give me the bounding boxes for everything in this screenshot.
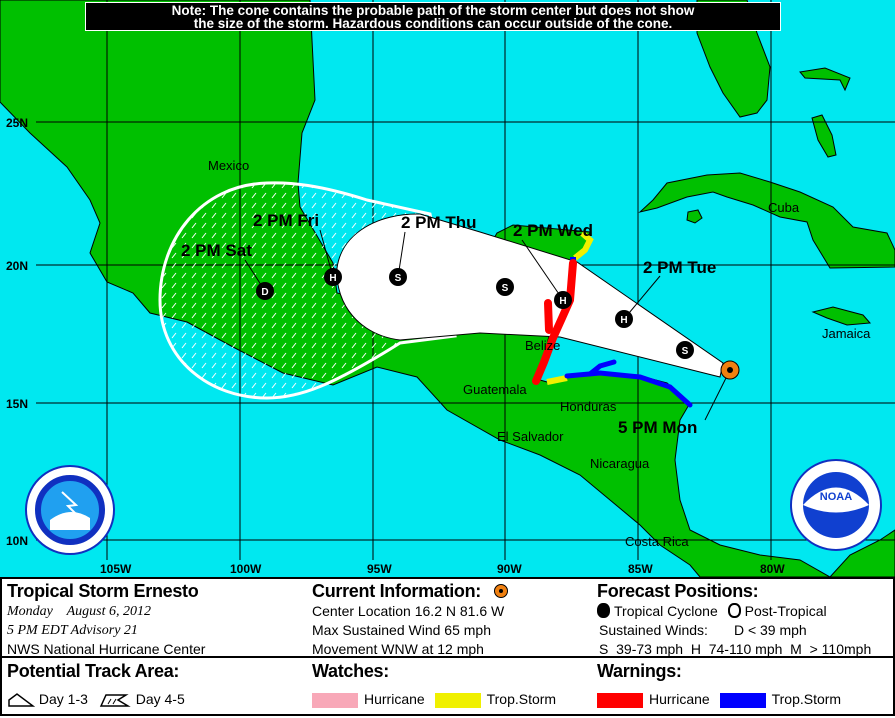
longitude-label: 90W (497, 562, 522, 576)
forecast-position-marker (324, 268, 342, 286)
tropical-cyclone-icon (597, 603, 610, 618)
day-4-5-label: Day 4-5 (135, 691, 185, 707)
forecast-position-marker (256, 282, 274, 300)
forecast-position-marker (554, 291, 572, 309)
tropical-cyclone-label: Tropical Cyclone (614, 603, 718, 619)
post-tropical-icon (727, 603, 741, 618)
latitude-label: 20N (6, 259, 28, 273)
track-area-title: Potential Track Area: (7, 661, 180, 681)
forecast-track: 5 PM Mon S H 2 PM Tue H 2 PM Wed S S 2 PM Thu H 2 … (181, 211, 740, 437)
ts-watch-honduras (546, 375, 568, 385)
cone-disclaimer-note: Note: The cone contains the probable pat… (85, 2, 781, 31)
place-label: Costa Rica (625, 534, 689, 549)
current-info-title: Current Information: (312, 581, 481, 601)
longitude-label: 85W (628, 562, 653, 576)
latitude-label: 15N (6, 397, 28, 411)
land-cuba (638, 172, 895, 269)
longitude-label: 100W (230, 562, 262, 576)
place-label: El Salvador (497, 429, 564, 444)
forecast-intensity-letter: S (682, 346, 689, 357)
advisory-date: Monday August 6, 2012 (7, 604, 152, 619)
forecast-intensity-letter: S (502, 283, 509, 294)
current-position-center (727, 367, 733, 373)
watches-title: Watches: (312, 661, 389, 681)
place-label: Honduras (560, 399, 617, 414)
forecast-leader-line (521, 239, 564, 301)
noaa-logo-text: NOAA (820, 491, 852, 503)
hurricane-warning-swatch (597, 692, 643, 708)
forecast-leader-line (623, 275, 661, 320)
forecast-time-label: 2 PM Fri (253, 211, 319, 230)
hurricane-warning-belize (532, 259, 577, 385)
land-jamaica (811, 306, 872, 326)
noaa-logo: NOAA (790, 459, 882, 551)
land-isle-of-youth (686, 209, 703, 224)
land-south-america (829, 529, 895, 577)
d-wind-range: D < 39 mph (733, 622, 807, 638)
storm-track-map: 5 PM Mon S H 2 PM Tue H 2 PM Wed S S 2 PM Thu H 2 … (0, 0, 895, 577)
forecast-time-label: 2 PM Thu (401, 213, 477, 232)
place-labels: Mexico Cuba Jamaica Belize Guatemala Honduras… (208, 158, 871, 549)
forecast-intensity-letter: S (395, 273, 402, 284)
forecast-position-marker (496, 278, 514, 296)
place-label: Nicaragua (590, 456, 650, 471)
note-line-1: Note: The cone contains the probable pat… (171, 3, 695, 18)
forecast-intensity-letter: H (620, 315, 627, 326)
grid-labels: 25N 20N 15N 10N 105W 100W 95W 90W 85W 80W (6, 116, 785, 576)
issuing-center: NWS National Hurricane Center (7, 641, 206, 657)
warnings-title: Warnings: (597, 661, 682, 681)
shm-wind-ranges: S 39-73 mph H 74-110 mph M > 110mph (599, 641, 872, 657)
hurricane-warning-label: Hurricane (649, 691, 710, 707)
ts-warning-label: Trop.Storm (771, 691, 842, 707)
forecast-intensity-letter: D (261, 287, 268, 298)
ts-warning-honduras (564, 359, 693, 408)
sustained-winds-label: Sustained Winds: (599, 622, 708, 638)
forecast-position-marker (676, 341, 694, 359)
place-label: Guatemala (463, 382, 527, 397)
day-4-5-cone-icon (99, 694, 131, 708)
post-tropical-label: Post-Tropical (744, 603, 827, 619)
longitude-label: 80W (760, 562, 785, 576)
forecast-position-marker (615, 310, 633, 328)
legend-panel: Tropical Storm Ernesto Monday August 6, … (0, 577, 895, 716)
hurricane-watch-label: Hurricane (364, 691, 425, 707)
note-line-2: the size of the storm. Hazardous conditi… (193, 16, 673, 31)
longitude-label: 105W (100, 562, 132, 576)
place-label: Cuba (768, 200, 800, 215)
forecast-positions-title: Forecast Positions: (597, 581, 759, 601)
ts-watch-label: Trop.Storm (486, 691, 557, 707)
latitude-label: 10N (6, 534, 28, 548)
ts-watch-swatch (434, 692, 481, 708)
movement: Movement WNW at 12 mph (312, 641, 484, 657)
hurricane-warning-belize-cays (544, 299, 553, 334)
latitude-label: 25N (6, 116, 28, 130)
day-1-3-label: Day 1-3 (38, 691, 88, 707)
day-1-3-cone-icon (8, 693, 36, 708)
forecast-intensity-letter: H (559, 296, 566, 307)
storm-name: Tropical Storm Ernesto (7, 581, 199, 601)
forecast-time-label: 5 PM Mon (618, 418, 697, 437)
place-label: Mexico (208, 158, 249, 173)
hurricane-watch-swatch (312, 692, 358, 708)
current-position-icon (493, 584, 508, 598)
advisory-number: 5 PM EDT Advisory 21 (7, 623, 138, 638)
place-label: Belize (525, 338, 560, 353)
land-bahamas (799, 67, 851, 158)
forecast-time-label: 2 PM Tue (643, 258, 716, 277)
forecast-time-label: 2 PM Wed (513, 221, 593, 240)
ts-warning-swatch (719, 692, 766, 708)
center-location: Center Location 16.2 N 81.6 W (312, 603, 505, 619)
forecast-position-marker (389, 268, 407, 286)
forecast-intensity-letter: H (329, 273, 336, 284)
longitude-label: 95W (367, 562, 392, 576)
max-wind: Max Sustained Wind 65 mph (312, 622, 491, 638)
ts-watch-yucatan (573, 230, 594, 261)
place-label: Jamaica (822, 326, 871, 341)
forecast-time-label: 2 PM Sat (181, 241, 252, 260)
nws-logo (25, 465, 115, 555)
